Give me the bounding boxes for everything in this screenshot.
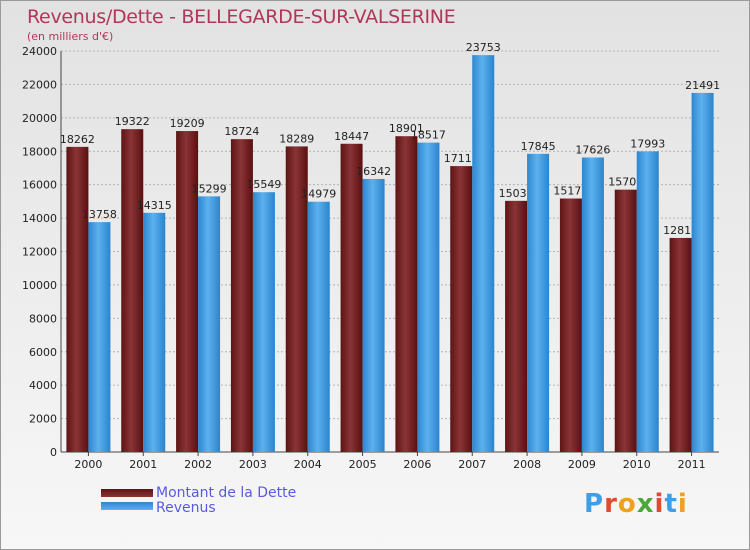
x-tick-label: 2008 bbox=[513, 458, 541, 471]
x-tick-label: 2004 bbox=[294, 458, 322, 471]
bar-revenus bbox=[88, 222, 111, 452]
x-tick-label: 2003 bbox=[239, 458, 267, 471]
x-tick-label: 2010 bbox=[623, 458, 651, 471]
bar-revenus bbox=[636, 151, 659, 453]
y-tick-label: 6000 bbox=[29, 346, 57, 359]
data-label-dette: 18724 bbox=[224, 125, 259, 138]
y-tick-label: 10000 bbox=[22, 279, 57, 292]
y-tick-label: 12000 bbox=[22, 246, 57, 259]
bar-revenus bbox=[143, 212, 166, 452]
bar-revenus bbox=[362, 178, 385, 452]
bar-dette bbox=[450, 166, 473, 453]
bar-revenus bbox=[307, 201, 330, 452]
data-label-dette: 15031 bbox=[499, 187, 534, 200]
x-tick-label: 2006 bbox=[403, 458, 431, 471]
data-label-dette: 15701 bbox=[608, 176, 643, 189]
x-tick-label: 2009 bbox=[568, 458, 596, 471]
data-label-dette: 18289 bbox=[279, 132, 314, 145]
data-label-revenus: 21491 bbox=[685, 79, 720, 92]
bar-dette bbox=[285, 146, 308, 452]
data-label-revenus: 14979 bbox=[301, 188, 336, 201]
y-tick-label: 20000 bbox=[22, 112, 57, 125]
y-tick-label: 14000 bbox=[22, 212, 57, 225]
data-label-revenus: 13758 bbox=[82, 208, 117, 221]
y-tick-label: 18000 bbox=[22, 145, 57, 158]
data-label-dette: 19209 bbox=[170, 117, 205, 130]
x-tick-label: 2007 bbox=[458, 458, 486, 471]
legend-swatch-dette bbox=[101, 489, 153, 497]
data-label-revenus: 17993 bbox=[630, 137, 665, 150]
bar-revenus bbox=[691, 92, 714, 453]
data-label-dette: 19322 bbox=[115, 115, 150, 128]
x-tick-label: 2002 bbox=[184, 458, 212, 471]
bar-revenus bbox=[417, 142, 440, 452]
legend-swatch-revenus bbox=[101, 502, 153, 510]
bar-revenus bbox=[472, 55, 495, 453]
legend-label-revenus: Revenus bbox=[156, 500, 216, 516]
data-label-dette: 17111 bbox=[444, 152, 479, 165]
x-tick-label: 2000 bbox=[74, 458, 102, 471]
data-label-revenus: 15299 bbox=[192, 182, 227, 195]
y-tick-label: 4000 bbox=[29, 379, 57, 392]
data-label-revenus: 17626 bbox=[575, 143, 610, 156]
y-tick-label: 24000 bbox=[22, 45, 57, 58]
bar-dette bbox=[614, 189, 637, 452]
bar-dette bbox=[176, 131, 199, 452]
data-label-revenus: 14315 bbox=[137, 199, 172, 212]
y-tick-label: 0 bbox=[50, 446, 57, 459]
data-label-dette: 18447 bbox=[334, 130, 369, 143]
legend-label-dette: Montant de la Dette bbox=[156, 485, 297, 501]
data-label-revenus: 23753 bbox=[466, 41, 501, 54]
bar-dette bbox=[559, 198, 582, 452]
bar-revenus bbox=[252, 192, 275, 452]
x-tick-label: 2001 bbox=[129, 458, 157, 471]
y-tick-label: 2000 bbox=[29, 413, 57, 426]
bar-revenus bbox=[581, 157, 604, 453]
data-label-dette: 15171 bbox=[553, 185, 588, 198]
chart-subtitle: (en milliers d'€) bbox=[27, 30, 114, 43]
proxiti-logo: Proxiti bbox=[584, 489, 688, 519]
bar-dette bbox=[121, 129, 144, 452]
bar-dette bbox=[340, 143, 363, 452]
data-label-revenus: 18517 bbox=[411, 129, 446, 142]
bar-dette bbox=[230, 139, 253, 452]
chart-title: Revenus/Dette - BELLEGARDE-SUR-VALSERINE bbox=[27, 6, 456, 28]
bar-dette bbox=[669, 237, 692, 452]
x-tick-label: 2011 bbox=[678, 458, 706, 471]
bar-dette bbox=[395, 136, 418, 452]
data-label-dette: 18901 bbox=[389, 122, 424, 135]
data-label-revenus: 15549 bbox=[246, 178, 281, 191]
data-label-dette: 12811 bbox=[663, 224, 698, 237]
data-label-dette: 18262 bbox=[60, 133, 95, 146]
bar-dette bbox=[505, 200, 528, 452]
bar-revenus bbox=[527, 153, 550, 453]
y-tick-label: 22000 bbox=[22, 78, 57, 91]
x-tick-label: 2005 bbox=[349, 458, 377, 471]
data-label-revenus: 16342 bbox=[356, 165, 391, 178]
y-tick-label: 8000 bbox=[29, 312, 57, 325]
bar-dette bbox=[66, 146, 89, 452]
data-label-revenus: 17845 bbox=[521, 140, 556, 153]
y-tick-label: 16000 bbox=[22, 179, 57, 192]
bar-revenus bbox=[198, 196, 221, 452]
